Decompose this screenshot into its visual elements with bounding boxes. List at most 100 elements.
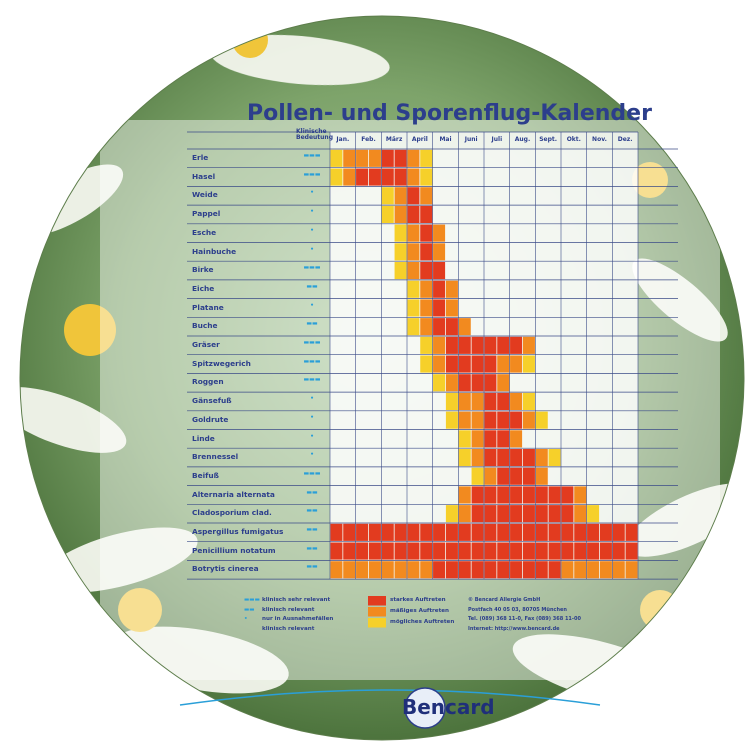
calendar-cell-penicillium-notatum-14 (510, 542, 523, 560)
calendar-cell-cladosporium-clad--18 (561, 505, 574, 523)
calendar-cell-roggen-8 (433, 374, 446, 392)
calendar-cell-goldrute-16 (535, 411, 548, 429)
calendar-cell-spitzwegerich-7 (420, 355, 433, 373)
importance-marker: ▬▬ (306, 507, 318, 515)
calendar-cell-penicillium-notatum-9 (445, 542, 458, 560)
calendar-cell-spitzwegerich-8 (433, 355, 446, 373)
calendar-cell-platane-9 (445, 299, 458, 317)
calendar-cell-erle-3 (368, 149, 381, 167)
calendar-cell-botrytis-cinerea-20 (587, 561, 600, 579)
importance-marker: ▬▬▬ (303, 264, 321, 272)
calendar-cell-aspergillus-fumigatus-1 (343, 523, 356, 541)
calendar-cell-gr-ser-10 (458, 336, 471, 354)
calendar-cell-penicillium-notatum-8 (433, 542, 446, 560)
calendar-cell-buche-10 (458, 318, 471, 336)
calendar-cell-hainbuche-8 (433, 243, 446, 261)
allergen-label: Weide (192, 190, 218, 200)
calendar-cell-cladosporium-clad--16 (535, 505, 548, 523)
calendar-cell-hainbuche-7 (420, 243, 433, 261)
legend-marker-symbol: ▬▬▬ (244, 597, 260, 603)
legend-swatch-level-1 (368, 618, 386, 628)
month-header-6: Juli (491, 136, 503, 143)
calendar-cell-botrytis-cinerea-3 (368, 561, 381, 579)
importance-marker: ▬▬▬ (303, 170, 321, 178)
calendar-cell-g-nsefu--13 (497, 392, 510, 410)
calendar-cell-botrytis-cinerea-16 (535, 561, 548, 579)
calendar-cell-botrytis-cinerea-22 (612, 561, 625, 579)
calendar-cell-gr-ser-11 (471, 336, 484, 354)
calendar-cell-gr-ser-12 (484, 336, 497, 354)
calendar-cell-beifu--15 (522, 467, 535, 485)
month-header-5: Juni (464, 136, 478, 143)
importance-marker: ▬▬▬ (303, 469, 321, 477)
calendar-cell-botrytis-cinerea-6 (407, 561, 420, 579)
importance-marker: ▬▬ (306, 488, 318, 496)
calendar-cell-eiche-6 (407, 280, 420, 298)
calendar-cell-penicillium-notatum-21 (599, 542, 612, 560)
calendar-cell-brennessel-16 (535, 449, 548, 467)
calendar-cell-buche-7 (420, 318, 433, 336)
allergen-label: Botrytis cinerea (192, 564, 259, 574)
calendar-cell-spitzwegerich-12 (484, 355, 497, 373)
calendar-cell-beifu--14 (510, 467, 523, 485)
calendar-cell-g-nsefu--11 (471, 392, 484, 410)
calendar-cell-penicillium-notatum-5 (394, 542, 407, 560)
calendar-cell-brennessel-13 (497, 449, 510, 467)
calendar-cell-cladosporium-clad--13 (497, 505, 510, 523)
calendar-cell-aspergillus-fumigatus-17 (548, 523, 561, 541)
allergen-label: Roggen (192, 377, 224, 387)
calendar-cell-aspergillus-fumigatus-0 (330, 523, 343, 541)
calendar-cell-cladosporium-clad--15 (522, 505, 535, 523)
calendar-cell-beifu--13 (497, 467, 510, 485)
calendar-grid (187, 131, 678, 628)
calendar-cell-roggen-9 (445, 374, 458, 392)
calendar-cell-birke-8 (433, 262, 446, 280)
importance-marker: • (310, 451, 314, 459)
calendar-cell-botrytis-cinerea-1 (343, 561, 356, 579)
allergen-label: Hainbuche (192, 246, 237, 256)
calendar-cell-birke-6 (407, 262, 420, 280)
calendar-cell-platane-8 (433, 299, 446, 317)
calendar-cell-hasel-0 (330, 168, 343, 186)
calendar-cell-erle-1 (343, 149, 356, 167)
importance-marker: ▬▬▬ (303, 152, 321, 159)
calendar-cell-botrytis-cinerea-18 (561, 561, 574, 579)
month-header-4: Mai (439, 136, 452, 143)
calendar-cell-aspergillus-fumigatus-5 (394, 523, 407, 541)
calendar-cell-weide-6 (407, 187, 420, 205)
calendar-cell-pappel-6 (407, 205, 420, 223)
calendar-cell-gr-ser-9 (445, 336, 458, 354)
calendar-cell-penicillium-notatum-11 (471, 542, 484, 560)
importance-column-header: Klinische Bedeutung (296, 128, 333, 141)
importance-marker: ▬▬ (306, 526, 318, 533)
calendar-cell-esche-8 (433, 224, 446, 242)
calendar-cell-beifu--11 (471, 467, 484, 485)
calendar-cell-botrytis-cinerea-14 (510, 561, 523, 579)
allergen-label: Esche (192, 227, 217, 237)
calendar-cell-hasel-6 (407, 168, 420, 186)
calendar-cell-gr-ser-8 (433, 336, 446, 354)
calendar-cell-aspergillus-fumigatus-21 (599, 523, 612, 541)
calendar-cell-goldrute-14 (510, 411, 523, 429)
calendar-cell-aspergillus-fumigatus-10 (458, 523, 471, 541)
importance-marker: • (310, 189, 314, 197)
calendar-cell-roggen-11 (471, 374, 484, 392)
allergen-label: Linde (192, 433, 215, 443)
calendar-cell-cladosporium-clad--20 (587, 505, 600, 523)
calendar-cell-cladosporium-clad--19 (574, 505, 587, 523)
legend-marker-label: klinisch relevant (262, 625, 315, 632)
calendar-cell-birke-7 (420, 262, 433, 280)
month-header-2: März (385, 136, 403, 143)
calendar-cell-botrytis-cinerea-23 (625, 561, 638, 579)
calendar-cell-roggen-13 (497, 374, 510, 392)
calendar-cell-botrytis-cinerea-11 (471, 561, 484, 579)
calendar-cell-cladosporium-clad--9 (445, 505, 458, 523)
calendar-cell-aspergillus-fumigatus-12 (484, 523, 497, 541)
calendar-cell-aspergillus-fumigatus-13 (497, 523, 510, 541)
calendar-cell-platane-7 (420, 299, 433, 317)
calendar-cell-brennessel-10 (458, 449, 471, 467)
calendar-cell-penicillium-notatum-17 (548, 542, 561, 560)
allergen-label: Aspergillus fumigatus (192, 527, 284, 536)
contact-line: Postfach 40 05 03, 80705 München (468, 606, 567, 613)
